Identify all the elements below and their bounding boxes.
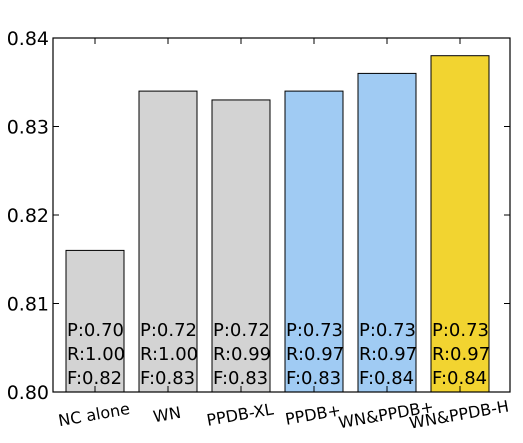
- bar-annotation-1-0: P:0.72: [140, 320, 197, 341]
- bar-annotation-4-2: F:0.84: [359, 368, 414, 389]
- bar-annotation-2-2: F:0.83: [213, 368, 268, 389]
- bar-2: [211, 99, 271, 393]
- bar-annotation-2-1: R:0.99: [213, 344, 271, 365]
- bar-annotation-5-2: F:0.84: [432, 368, 487, 389]
- bar-annotation-0-0: P:0.70: [67, 320, 124, 341]
- bar-annotation-2-0: P:0.72: [213, 320, 270, 341]
- bar-1: [138, 90, 198, 393]
- y-tick-label-1: 0.81: [7, 294, 49, 316]
- bar-annotation-5-1: R:0.97: [432, 344, 490, 365]
- bar-5: [430, 55, 490, 393]
- y-axis: 0.80 0.81 0.82 0.83 0.84: [7, 28, 510, 404]
- x-tick-label-3: PPDB+: [284, 400, 342, 428]
- bar-annotation-5-0: P:0.73: [432, 320, 489, 341]
- bar-annotation-3-2: F:0.83: [286, 368, 341, 389]
- y-tick-label-2: 0.82: [7, 205, 49, 227]
- bars-layer: [65, 55, 490, 393]
- y-tick-label-4: 0.84: [7, 28, 49, 50]
- bar-0: [65, 249, 125, 393]
- bar-annotation-1-1: R:1.00: [140, 344, 198, 365]
- bar-annotation-0-2: F:0.82: [67, 368, 122, 389]
- bar-3: [284, 90, 344, 393]
- bar-annotation-4-1: R:0.97: [359, 344, 417, 365]
- bar-annotation-3-0: P:0.73: [286, 320, 343, 341]
- x-tick-label-0: NC alone: [57, 399, 131, 430]
- bar-4: [357, 72, 417, 393]
- bar-annotation-0-1: R:1.00: [67, 344, 125, 365]
- bar-annotation-3-1: R:0.97: [286, 344, 344, 365]
- y-tick-label-0: 0.80: [7, 382, 49, 404]
- y-tick-label-3: 0.83: [7, 117, 49, 139]
- bar-annotation-4-0: P:0.73: [359, 320, 416, 341]
- bar-annotations: P:0.70 R:1.00 F:0.82 P:0.72 R:1.00 F:0.83 P:0.…: [67, 320, 490, 389]
- x-tick-label-1: WN: [152, 403, 183, 427]
- bar-annotation-1-2: F:0.83: [140, 368, 195, 389]
- x-tick-label-2: PPDB-XL: [205, 399, 275, 429]
